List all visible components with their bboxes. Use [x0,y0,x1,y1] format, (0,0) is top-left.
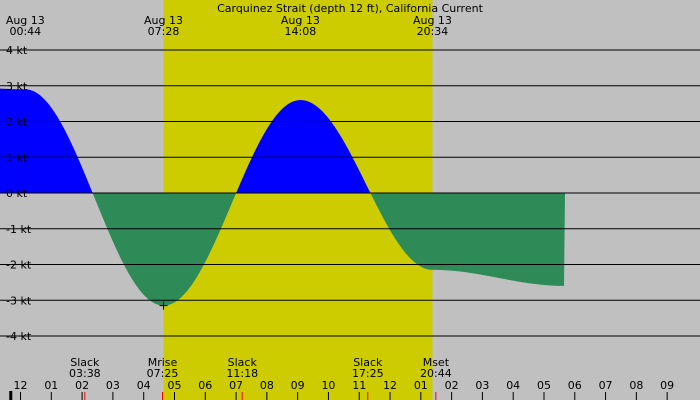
x-tick-label: 08 [260,379,274,392]
event-time: 17:25 [352,367,384,380]
x-tick-label: 06 [568,379,582,392]
y-tick-label: 1 kt [6,151,28,164]
current-areas [0,88,700,306]
midnight-marker [9,391,13,400]
event-time: 11:18 [226,367,258,380]
top-label-time: 14:08 [285,25,317,38]
x-tick-label: 09 [660,379,674,392]
x-tick-label: 04 [506,379,520,392]
y-tick-label: 0 kt [6,187,28,200]
event-label: Mrise [148,356,178,369]
ebb-current-area [0,193,700,306]
event-label: Mset [423,356,450,369]
y-tick-label: 4 kt [6,44,28,57]
event-labels: Slack03:38Mrise07:25Slack11:18Slack17:25… [69,356,452,400]
x-tick-label: 06 [198,379,212,392]
x-tick-label: 10 [321,379,335,392]
top-label-time: 00:44 [9,25,41,38]
x-tick-label: 03 [475,379,489,392]
x-tick-labels: 1112010203040506070809101112010203040506… [9,379,674,400]
top-label-date: Aug 13 [144,14,183,27]
top-label-time: 07:28 [148,25,180,38]
x-tick-label: 05 [167,379,181,392]
y-tick-label: -4 kt [6,330,32,343]
top-label-date: Aug 13 [281,14,320,27]
flood-current-area [0,88,700,193]
y-tick-label: -1 kt [6,223,32,236]
x-tick-label: 04 [137,379,151,392]
x-tick-label: 07 [599,379,613,392]
x-tick-label: 02 [445,379,459,392]
top-label-date: Aug 13 [413,14,452,27]
x-tick-label: 12 [383,379,397,392]
event-label: Slack [70,356,100,369]
x-tick-label: 09 [291,379,305,392]
y-gridlines [0,49,700,337]
x-tick-label: 12 [14,379,28,392]
event-label: Slack [353,356,383,369]
chart-title: Carquinez Strait (depth 12 ft), Californ… [217,2,484,15]
x-tick-label: 01 [44,379,58,392]
extreme-marker [159,301,168,310]
y-tick-label: -2 kt [6,259,32,272]
x-tick-label: 05 [537,379,551,392]
event-time: 07:25 [147,367,179,380]
x-tick-label: 01 [414,379,428,392]
top-label-date: Aug 13 [6,14,45,27]
y-tick-label: 3 kt [6,80,28,93]
x-tick-label: 08 [629,379,643,392]
event-time: 20:44 [420,367,452,380]
x-tick-label: 11 [352,379,366,392]
y-tick-label: 2 kt [6,116,28,129]
event-time: 03:38 [69,367,101,380]
y-tick-label: -3 kt [6,294,32,307]
x-tick-label: 03 [106,379,120,392]
x-tick-label: 02 [75,379,89,392]
top-label-time: 20:34 [417,25,449,38]
y-tick-labels: 4 kt 3 kt 2 kt 1 kt 0 kt -1 kt -2 kt -3 kt -4 kt [6,44,32,343]
x-tick-label: 07 [229,379,243,392]
event-label: Slack [228,356,258,369]
